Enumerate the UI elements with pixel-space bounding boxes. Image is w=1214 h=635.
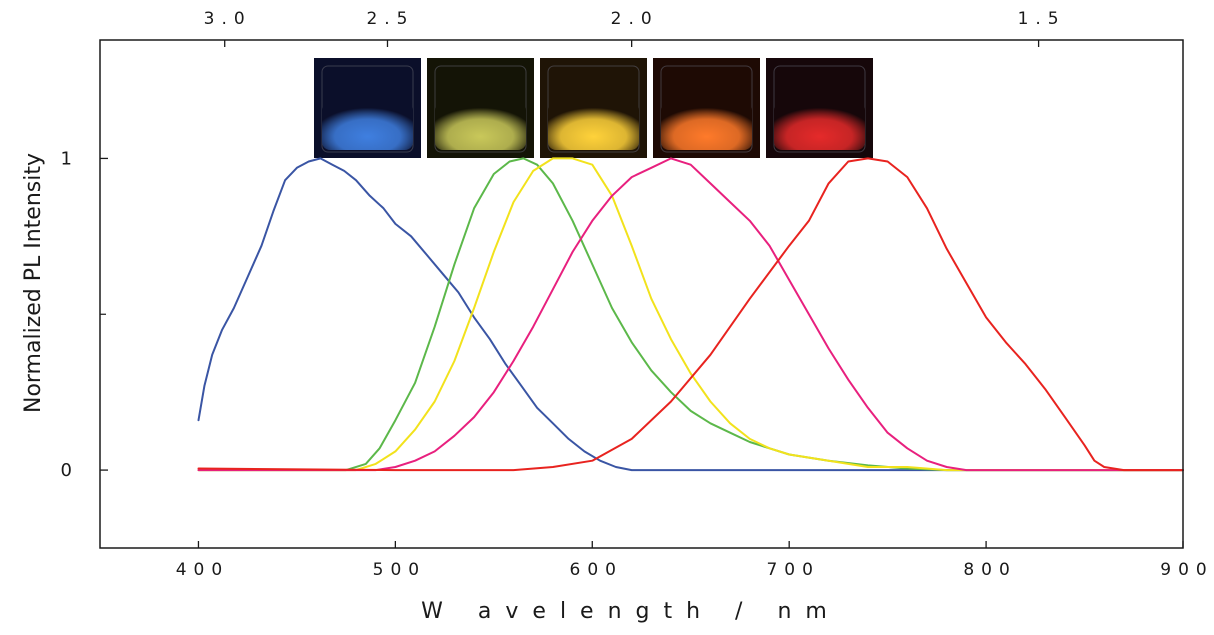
vial-glass [547,65,640,153]
vial-photo [540,58,647,158]
top-tick-label: 3.0 [204,9,252,29]
vial-solution-glow [661,102,752,150]
x-tick-label: 600 [570,560,623,580]
vial-glass [321,65,414,153]
vial-solution-glow [774,102,865,150]
vial-solution-glow [322,102,413,150]
vial-photo [427,58,534,158]
x-tick-label: 500 [373,560,426,580]
y-tick-label: 0 [61,460,72,481]
x-tick-label: 400 [176,560,229,580]
x-tick-label: 700 [766,560,819,580]
y-tick-label: 1 [61,148,72,169]
vial-solution-glow [435,102,526,150]
ticks-group: 400 500 600 700 800 900 3.0 2.5 2.0 1.5 0 1 [61,9,1213,580]
vial-glass [773,65,866,153]
vial-glass [434,65,527,153]
vial-solution-glow [548,102,639,150]
vial-glass [660,65,753,153]
series-line [197,157,1184,472]
top-tick-label: 2.5 [366,9,414,29]
series-line [197,157,1184,472]
series-group [197,157,1184,472]
y-axis-label: Normalized PL Intensity [21,153,46,413]
x-tick-label: 800 [963,560,1016,580]
series-line [197,157,1184,472]
series-line [197,157,1184,472]
inset-vial-photos [314,58,873,158]
x-tick-label: 900 [1160,560,1213,580]
plot-frame [99,39,1184,549]
x-axis-label: W avelength / nm [421,599,841,624]
vial-photo [314,58,421,158]
top-tick-label: 2.0 [611,9,659,29]
top-tick-label: 1.5 [1018,9,1066,29]
vial-photo [766,58,873,158]
series-line [197,157,1184,472]
vial-photo [653,58,760,158]
